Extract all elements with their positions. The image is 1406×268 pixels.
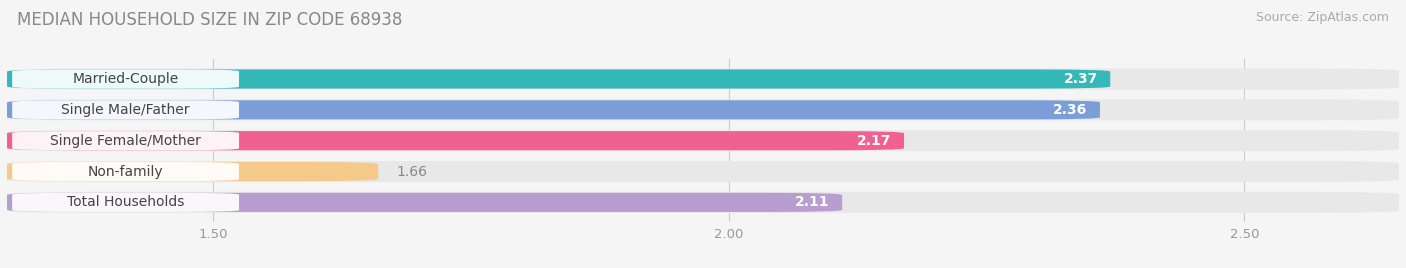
Text: Single Male/Father: Single Male/Father <box>62 103 190 117</box>
FancyBboxPatch shape <box>7 192 1399 213</box>
Text: Source: ZipAtlas.com: Source: ZipAtlas.com <box>1256 11 1389 24</box>
Text: 2.36: 2.36 <box>1053 103 1088 117</box>
FancyBboxPatch shape <box>7 69 1111 88</box>
FancyBboxPatch shape <box>7 161 1399 182</box>
FancyBboxPatch shape <box>7 100 1099 120</box>
Text: Single Female/Mother: Single Female/Mother <box>51 134 201 148</box>
Text: 2.11: 2.11 <box>796 195 830 209</box>
FancyBboxPatch shape <box>7 162 378 181</box>
FancyBboxPatch shape <box>7 131 904 150</box>
FancyBboxPatch shape <box>13 162 239 181</box>
FancyBboxPatch shape <box>13 131 239 150</box>
Text: Married-Couple: Married-Couple <box>73 72 179 86</box>
FancyBboxPatch shape <box>13 100 239 120</box>
Text: MEDIAN HOUSEHOLD SIZE IN ZIP CODE 68938: MEDIAN HOUSEHOLD SIZE IN ZIP CODE 68938 <box>17 11 402 29</box>
FancyBboxPatch shape <box>13 69 239 88</box>
Text: 2.37: 2.37 <box>1064 72 1098 86</box>
FancyBboxPatch shape <box>7 69 1399 90</box>
FancyBboxPatch shape <box>7 193 842 212</box>
FancyBboxPatch shape <box>7 130 1399 151</box>
Text: 2.17: 2.17 <box>858 134 891 148</box>
Text: 1.66: 1.66 <box>396 165 427 178</box>
Text: Total Households: Total Households <box>67 195 184 209</box>
FancyBboxPatch shape <box>13 193 239 212</box>
FancyBboxPatch shape <box>7 99 1399 120</box>
Text: Non-family: Non-family <box>87 165 163 178</box>
